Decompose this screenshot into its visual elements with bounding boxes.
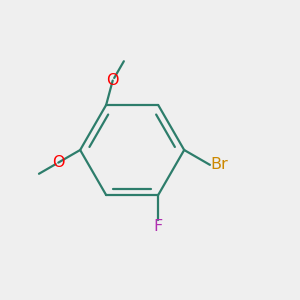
Text: Br: Br [210,158,228,172]
Text: O: O [106,73,119,88]
Text: O: O [52,155,64,170]
Text: F: F [154,219,163,234]
